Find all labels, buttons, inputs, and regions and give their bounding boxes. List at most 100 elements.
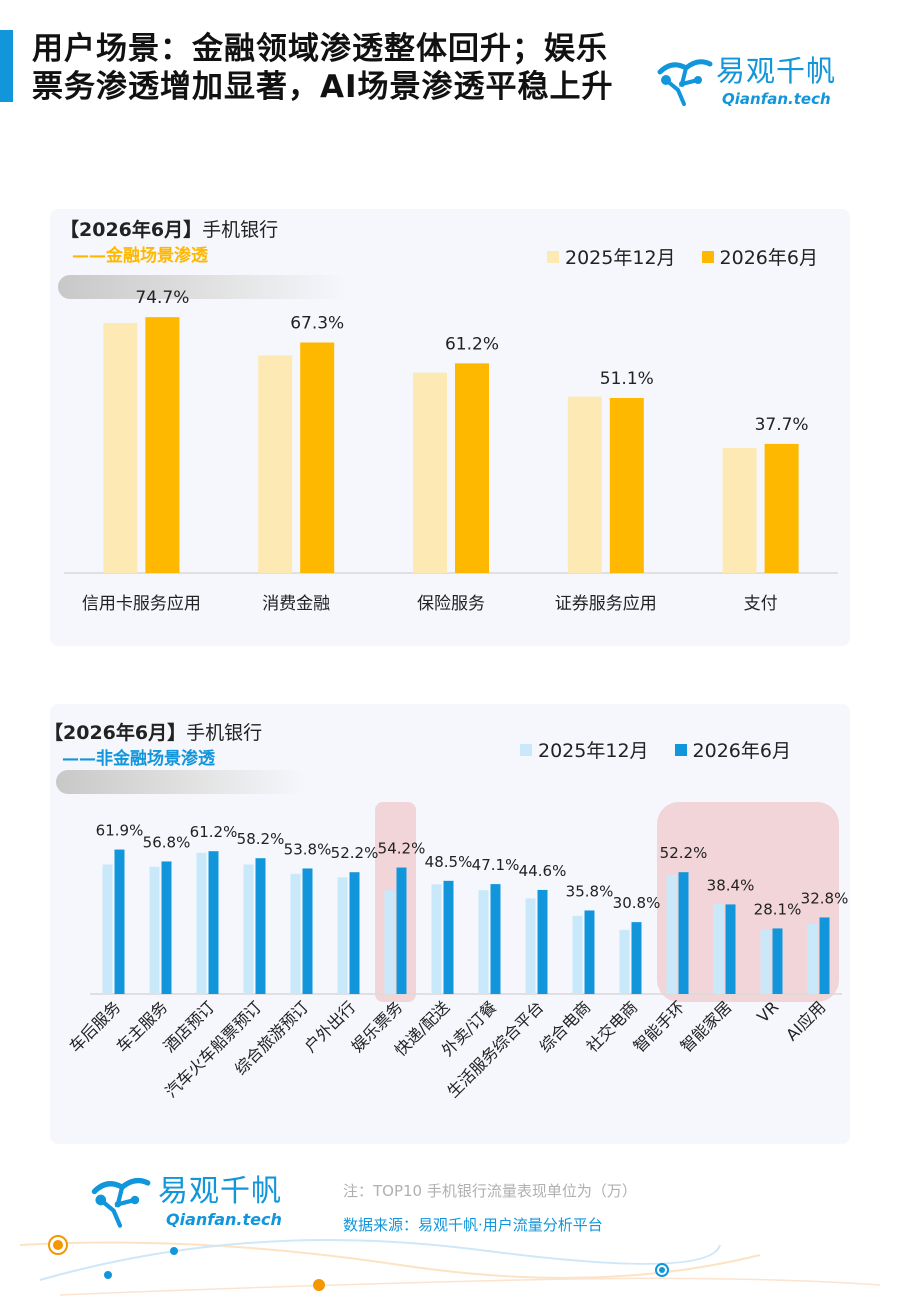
finance-bar-curr	[300, 342, 335, 573]
finance-bar-curr	[764, 443, 799, 573]
nonfinance-chart-subtitle: ——非金融场景渗透	[62, 749, 215, 769]
finance-data-label: 74.7%	[135, 288, 189, 308]
nonfinance-bar-prev	[102, 864, 113, 994]
finance-heading-text: 手机银行	[202, 219, 279, 241]
nonfinance-bar-curr	[443, 880, 454, 994]
title-accent-bar	[0, 30, 13, 102]
nonfinance-legend-curr: 2026年6月	[674, 736, 791, 763]
brand-name: 易观千帆	[716, 54, 837, 88]
nonfinance-chart-heading: 【2026年6月】手机银行	[44, 718, 262, 745]
nonfinance-data-label: 47.1%	[472, 856, 520, 874]
nonfinance-category-label: 智能家居	[677, 997, 736, 1056]
finance-chart-subtitle: ——金融场景渗透	[72, 246, 208, 266]
finance-heading-bracket: 【2026年6月】	[60, 219, 203, 241]
finance-legend-curr-label: 2026年6月	[719, 247, 818, 269]
data-source: 数据来源：易观千帆·用户流量分析平台	[343, 1216, 603, 1234]
finance-bar-curr	[609, 397, 644, 573]
nonfinance-bar-curr	[819, 917, 830, 994]
footer-brand-domain: Qianfan.tech	[166, 1210, 282, 1229]
nonfinance-bar-prev	[337, 877, 348, 994]
finance-legend-curr-swatch	[701, 251, 714, 263]
nonfinance-legend-curr-swatch	[674, 744, 687, 756]
finance-data-label: 67.3%	[290, 313, 344, 333]
nonfinance-legend-prev-label: 2025年12月	[538, 740, 649, 762]
finance-bar-prev	[103, 322, 138, 573]
nonfinance-data-label: 28.1%	[754, 900, 802, 918]
nonfinance-data-label: 58.2%	[237, 830, 285, 848]
finance-category-label: 证券服务应用	[555, 594, 657, 614]
nonfinance-category-label: 智能手环	[630, 997, 689, 1056]
nonfinance-heading-text: 手机银行	[186, 722, 263, 744]
nonfinance-heading-bracket: 【2026年6月】	[44, 722, 187, 744]
nonfinance-bar-prev	[243, 864, 254, 994]
finance-heading-pill	[58, 275, 348, 299]
nonfinance-data-label: 52.2%	[660, 844, 708, 862]
finance-legend-prev-label: 2025年12月	[565, 247, 676, 269]
nonfinance-bar-curr	[584, 910, 595, 994]
nonfinance-bar-prev	[290, 873, 301, 994]
nonfinance-bar-prev	[807, 924, 818, 994]
nonfinance-legend: 2025年12月 2026年6月	[520, 736, 817, 763]
footer-brand-name: 易观千帆	[158, 1174, 282, 1209]
finance-bar-prev	[258, 355, 293, 573]
finance-bar-curr	[455, 363, 489, 573]
nonfinance-bar-prev	[478, 890, 489, 994]
nonfinance-bar-prev	[666, 875, 677, 994]
nonfinance-data-label: 52.2%	[331, 844, 379, 862]
nonfinance-bar-chart: 61.9%车后服务56.8%车主服务61.2%酒店预订58.2%汽车火车船票预订…	[66, 802, 849, 1101]
finance-bar-prev	[722, 447, 757, 573]
footer-logo: 易观千帆 Qianfan.tech	[88, 1166, 328, 1236]
nonfinance-chart-panel: 【2026年6月】手机银行 ——非金融场景渗透 61.9% 车后服务 56.8% 车主…	[44, 704, 850, 1144]
nonfinance-data-label: 53.8%	[284, 840, 332, 858]
finance-data-label: 37.7%	[755, 415, 809, 435]
nonfinance-bar-curr	[631, 922, 642, 994]
finance-legend: 2025年12月 2026年6月	[547, 243, 844, 270]
finance-data-label: 61.2%	[445, 334, 499, 354]
finance-category-label: 信用卡服务应用	[82, 594, 201, 614]
nonfinance-category-label: 车主服务	[113, 997, 172, 1056]
nonfinance-legend-prev: 2025年12月	[520, 736, 649, 763]
nonfinance-data-label: 32.8%	[801, 889, 849, 907]
header-logo: 易观千帆 Qianfan.tech	[650, 48, 880, 112]
nonfinance-bar-curr	[490, 884, 501, 994]
nonfinance-bar-curr	[208, 851, 219, 994]
page-title: 用户场景：金融领域渗透整体回升；娱乐票务渗透增加显著，AI场景渗透平稳上升	[32, 31, 614, 105]
highlight-box	[657, 802, 839, 1002]
nonfinance-data-label: 35.8%	[566, 882, 614, 900]
nonfinance-category-label: 户外出行	[301, 997, 360, 1056]
finance-category-label: 支付	[744, 594, 778, 614]
nonfinance-category-label: 综合电商	[536, 997, 595, 1056]
nonfinance-bar-prev	[431, 884, 442, 994]
finance-bar-curr	[145, 317, 180, 573]
brand-logo-icon	[657, 59, 713, 106]
nonfinance-bar-prev	[619, 929, 630, 994]
finance-legend-prev: 2025年12月	[547, 243, 676, 270]
nonfinance-bar-curr	[349, 872, 360, 994]
nonfinance-bar-prev	[713, 904, 724, 994]
nonfinance-category-label: 车后服务	[66, 997, 125, 1056]
footer-decoration	[19, 1235, 881, 1296]
finance-bar-chart: 74.7% 信用卡服务应用 67.3% 消费金融 61.2% 保险服务 51.1% 证券服务应…	[64, 288, 838, 614]
highlight-box	[375, 802, 416, 1002]
finance-legend-prev-swatch	[547, 251, 559, 263]
nonfinance-bar-curr	[302, 868, 313, 994]
nonfinance-data-label: 38.4%	[707, 876, 755, 894]
nonfinance-data-label: 48.5%	[425, 853, 473, 871]
nonfinance-bar-curr	[725, 904, 736, 994]
nonfinance-bar-prev	[384, 890, 395, 994]
nonfinance-data-label: 44.6%	[519, 862, 567, 880]
nonfinance-bar-prev	[149, 866, 160, 994]
finance-category-label: 保险服务	[417, 594, 485, 614]
finance-legend-curr: 2026年6月	[701, 243, 818, 270]
finance-bar-prev	[413, 372, 447, 573]
nonfinance-bar-curr	[678, 872, 689, 994]
nonfinance-data-label: 61.9%	[96, 822, 144, 840]
nonfinance-bar-prev	[572, 915, 583, 994]
nonfinance-data-label: 54.2%	[378, 840, 426, 858]
nonfinance-bar-prev	[525, 898, 536, 994]
nonfinance-data-label: 56.8%	[143, 833, 191, 851]
nonfinance-bar-curr	[396, 867, 407, 994]
finance-bar-prev	[567, 396, 602, 573]
finance-category-label: 消费金融	[262, 594, 330, 614]
nonfinance-bar-curr	[772, 928, 783, 994]
